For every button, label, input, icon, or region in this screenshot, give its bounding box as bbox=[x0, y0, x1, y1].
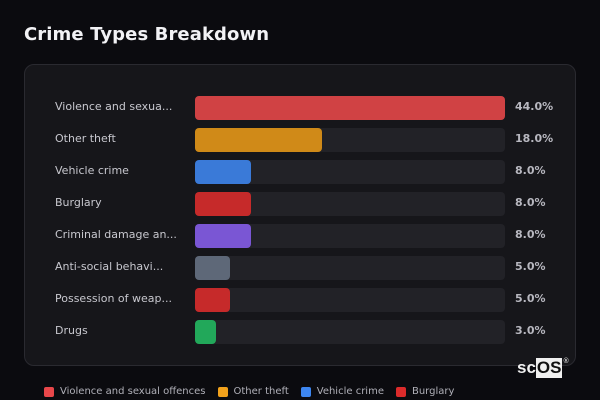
bar-track bbox=[195, 128, 505, 152]
legend-swatch-icon bbox=[44, 386, 54, 397]
bar-value-label: 8.0% bbox=[515, 196, 546, 209]
bar-value-label: 5.0% bbox=[515, 292, 546, 305]
bar-label: Criminal damage an... bbox=[55, 228, 177, 241]
chart-card: Violence and sexua... 44.0% Other theft 18.… bbox=[24, 64, 576, 366]
bar-fill[interactable] bbox=[195, 96, 505, 120]
bar-value-label: 44.0% bbox=[515, 100, 554, 113]
bar-row: Drugs 3.0% bbox=[25, 319, 575, 345]
legend-label: Burglary bbox=[411, 386, 455, 397]
bar-track bbox=[195, 320, 505, 344]
legend-swatch-icon bbox=[395, 386, 406, 397]
legend-swatch-icon bbox=[300, 386, 311, 397]
bar-label: Violence and sexua... bbox=[55, 100, 173, 113]
bar-label: Other theft bbox=[55, 132, 116, 145]
legend-item[interactable]: Other theft bbox=[217, 386, 289, 397]
bar-label: Drugs bbox=[55, 324, 88, 337]
bar-row: Violence and sexua... 44.0% bbox=[25, 95, 575, 121]
bar-value-label: 8.0% bbox=[515, 164, 546, 177]
bar-label: Possession of weap... bbox=[55, 292, 172, 305]
chart-title: Crime Types Breakdown bbox=[24, 24, 270, 45]
bar-fill[interactable] bbox=[195, 128, 322, 152]
bar-track bbox=[195, 192, 505, 216]
bar-label: Vehicle crime bbox=[55, 164, 129, 177]
bar-value-label: 18.0% bbox=[515, 132, 554, 145]
bar-fill[interactable] bbox=[195, 192, 252, 216]
scos-logo: sc OS ® bbox=[517, 358, 569, 378]
legend-item[interactable]: Violence and sexual offences bbox=[44, 386, 206, 397]
bar-track bbox=[195, 288, 505, 312]
bar-value-label: 3.0% bbox=[515, 324, 546, 337]
bar-row: Vehicle crime 8.0% bbox=[25, 159, 575, 185]
bar-row: Possession of weap... 5.0% bbox=[25, 287, 575, 313]
bar-track bbox=[195, 96, 505, 120]
bar-fill[interactable] bbox=[195, 320, 217, 344]
logo-os: OS bbox=[535, 358, 563, 378]
legend-label: Violence and sexual offences bbox=[60, 386, 206, 397]
bar-fill[interactable] bbox=[195, 224, 252, 248]
legend-swatch-icon bbox=[217, 386, 228, 397]
bar-track bbox=[195, 160, 505, 184]
legend-item[interactable]: Vehicle crime bbox=[300, 386, 384, 397]
logo-sc: sc bbox=[517, 358, 536, 377]
registered-mark: ® bbox=[563, 358, 569, 365]
bar-fill[interactable] bbox=[195, 160, 252, 184]
legend-label: Other theft bbox=[233, 386, 289, 397]
bar-fill[interactable] bbox=[195, 256, 231, 280]
bar-track bbox=[195, 256, 505, 280]
legend-item[interactable]: Burglary bbox=[395, 386, 455, 397]
bar-label: Anti-social behavi... bbox=[55, 260, 164, 273]
bar-row: Anti-social behavi... 5.0% bbox=[25, 255, 575, 281]
bar-label: Burglary bbox=[55, 196, 102, 209]
bar-row: Burglary 8.0% bbox=[25, 191, 575, 217]
legend-label: Vehicle crime bbox=[316, 386, 384, 397]
bar-value-label: 8.0% bbox=[515, 228, 546, 241]
bar-row: Other theft 18.0% bbox=[25, 127, 575, 153]
chart-legend: Violence and sexual offences Other theft V… bbox=[44, 386, 466, 397]
bar-fill[interactable] bbox=[195, 288, 231, 312]
bar-track bbox=[195, 224, 505, 248]
bar-value-label: 5.0% bbox=[515, 260, 546, 273]
bar-row: Criminal damage an... 8.0% bbox=[25, 223, 575, 249]
